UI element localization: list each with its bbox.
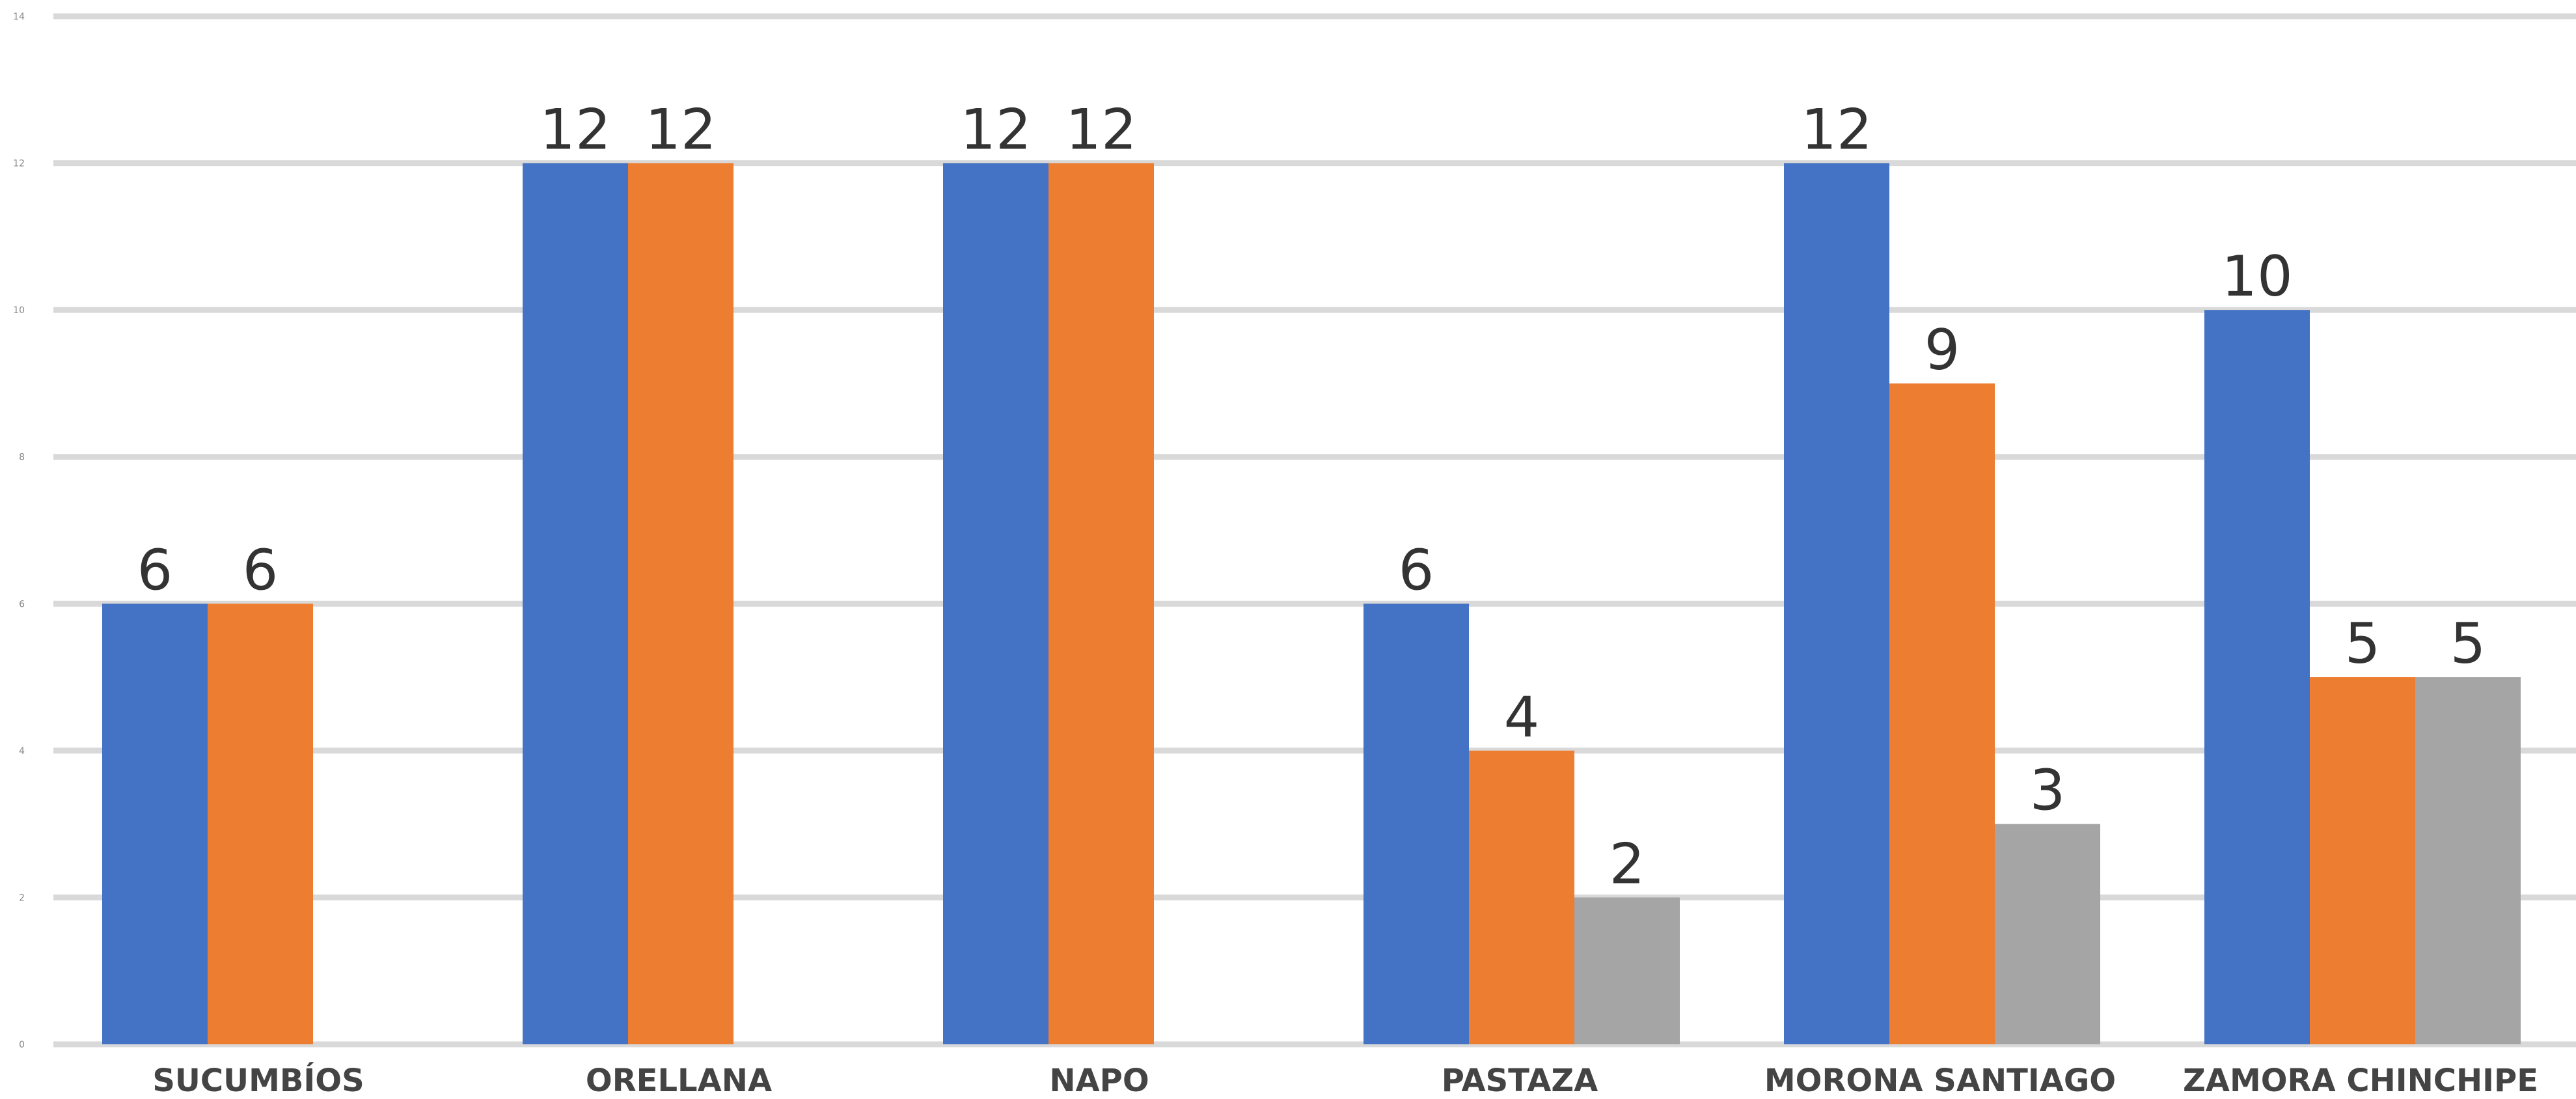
data-labels: 6 6 12 12 12 12 6 4 2 12 9 3 10 5 5 xyxy=(137,98,2486,897)
bar-value-label: 12 xyxy=(645,98,716,163)
x-category-label: ORELLANA xyxy=(586,1063,772,1099)
bar xyxy=(2310,677,2415,1044)
y-tick-label: 12 xyxy=(13,159,25,169)
y-tick-label: 4 xyxy=(19,746,25,757)
y-tick-label: 0 xyxy=(19,1040,25,1050)
bar-value-label: 6 xyxy=(243,538,279,603)
bar xyxy=(1784,163,1889,1045)
bar-value-label: 9 xyxy=(1925,318,1960,383)
bar-value-label: 5 xyxy=(2345,611,2381,676)
bar xyxy=(1048,163,1154,1045)
y-tick-label: 10 xyxy=(13,305,25,316)
x-axis-labels: SUCUMBÍOS ORELLANA NAPO PASTAZA MORONA SANTI… xyxy=(152,1062,2538,1099)
y-tick-label: 6 xyxy=(19,599,25,609)
x-category-label: PASTAZA xyxy=(1442,1063,1598,1099)
x-category-label: MORONA SANTIAGO xyxy=(1764,1063,2116,1099)
bar xyxy=(1363,604,1469,1044)
bar xyxy=(628,163,733,1045)
bar-value-label: 4 xyxy=(1504,685,1540,750)
y-tick-label: 14 xyxy=(13,12,25,22)
bar-value-label: 6 xyxy=(137,538,173,603)
bar xyxy=(1469,750,1574,1044)
bar xyxy=(1574,897,1680,1044)
bar xyxy=(523,163,628,1045)
bar-value-label: 10 xyxy=(2221,244,2292,309)
x-category-label: SUCUMBÍOS xyxy=(152,1062,364,1099)
y-axis-ticks: 0 2 4 6 8 10 12 14 xyxy=(13,12,25,1050)
y-tick-label: 8 xyxy=(19,452,25,463)
bar-value-label: 2 xyxy=(1610,831,1645,897)
y-tick-label: 2 xyxy=(19,893,25,903)
bar-value-label: 6 xyxy=(1399,538,1434,603)
bar-value-label: 12 xyxy=(540,98,610,163)
bar-value-label: 12 xyxy=(1801,98,1872,163)
x-category-label: ZAMORA CHINCHIPE xyxy=(2183,1063,2538,1099)
bar-value-label: 12 xyxy=(960,98,1031,163)
bar xyxy=(208,604,313,1044)
bar xyxy=(2415,677,2521,1044)
bar-value-label: 5 xyxy=(2450,611,2486,676)
bar-value-label: 12 xyxy=(1065,98,1136,163)
bar-value-label: 3 xyxy=(2030,758,2066,824)
bar xyxy=(102,604,208,1044)
bar xyxy=(2204,310,2310,1045)
bars xyxy=(102,163,2521,1045)
x-category-label: NAPO xyxy=(1049,1063,1149,1099)
bar xyxy=(1889,383,1995,1044)
gridlines xyxy=(53,13,2576,1048)
bar xyxy=(1995,824,2100,1044)
bar xyxy=(943,163,1048,1045)
